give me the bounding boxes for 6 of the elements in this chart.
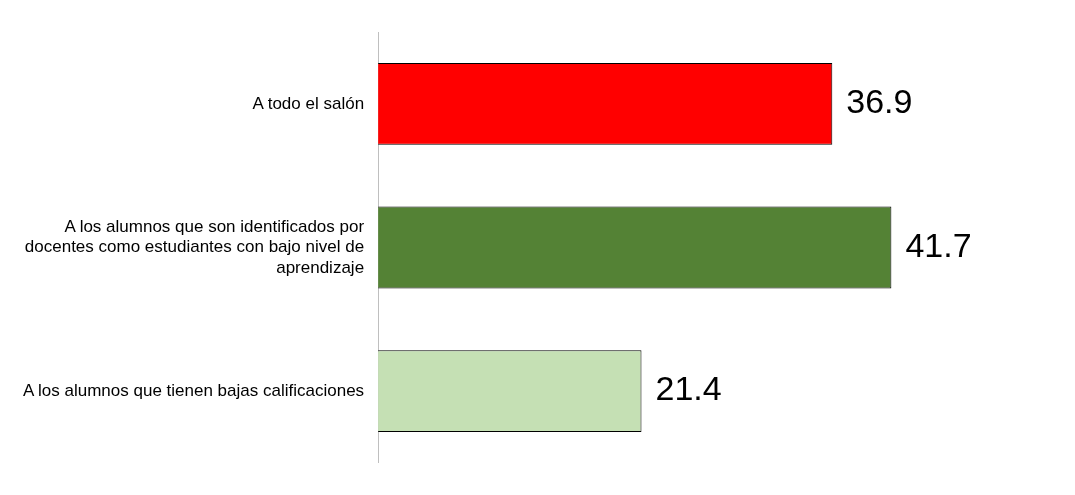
y-tick-label: A los alumnos que tienen bajas calificaciones — [22, 380, 365, 400]
y-tick-label: A los alumnos que son identificados por docentes como estudiantes con bajo nivel de aprendizaje — [24, 216, 365, 277]
data-label: 36.9 — [846, 82, 913, 121]
data-label: 41.7 — [905, 225, 972, 264]
data-label: 21.4 — [655, 369, 722, 408]
y-tick-label: A todo el salón — [252, 93, 365, 113]
